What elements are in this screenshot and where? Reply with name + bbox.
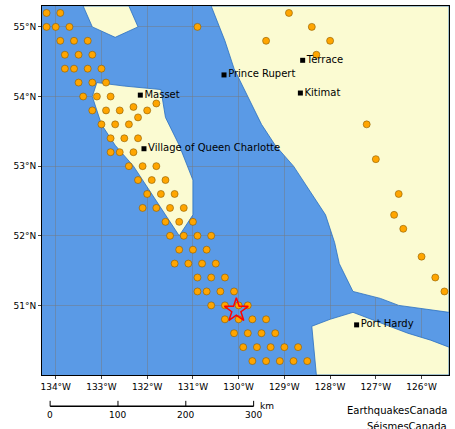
- svg-text:134°W: 134°W: [40, 382, 71, 392]
- svg-text:Masset: Masset: [144, 89, 179, 100]
- svg-text:131°W: 131°W: [178, 382, 209, 392]
- svg-text:200: 200: [177, 410, 194, 420]
- svg-text:SéismesCanada: SéismesCanada: [367, 421, 447, 429]
- svg-text:Terrace: Terrace: [306, 54, 343, 65]
- svg-text:EarthquakesCanada: EarthquakesCanada: [347, 405, 447, 416]
- svg-text:0: 0: [47, 410, 53, 420]
- svg-text:130°W: 130°W: [223, 382, 254, 392]
- svg-text:55°N: 55°N: [14, 22, 37, 32]
- svg-text:km: km: [260, 401, 274, 411]
- svg-text:54°N: 54°N: [14, 92, 37, 102]
- svg-text:Port Hardy: Port Hardy: [361, 318, 414, 329]
- svg-text:128°W: 128°W: [315, 382, 346, 392]
- svg-text:51°N: 51°N: [14, 301, 37, 311]
- svg-text:Prince Rupert: Prince Rupert: [228, 68, 295, 79]
- svg-text:Village of Queen Charlotte: Village of Queen Charlotte: [148, 142, 280, 153]
- svg-text:129°W: 129°W: [269, 382, 300, 392]
- svg-text:133°W: 133°W: [86, 382, 117, 392]
- svg-text:52°N: 52°N: [14, 231, 37, 241]
- svg-text:53°N: 53°N: [14, 161, 37, 171]
- svg-text:132°W: 132°W: [132, 382, 163, 392]
- svg-text:100: 100: [109, 410, 126, 420]
- svg-text:126°W: 126°W: [406, 382, 437, 392]
- svg-text:127°W: 127°W: [361, 382, 392, 392]
- svg-text:Kitimat: Kitimat: [305, 87, 341, 98]
- svg-text:300: 300: [245, 410, 262, 420]
